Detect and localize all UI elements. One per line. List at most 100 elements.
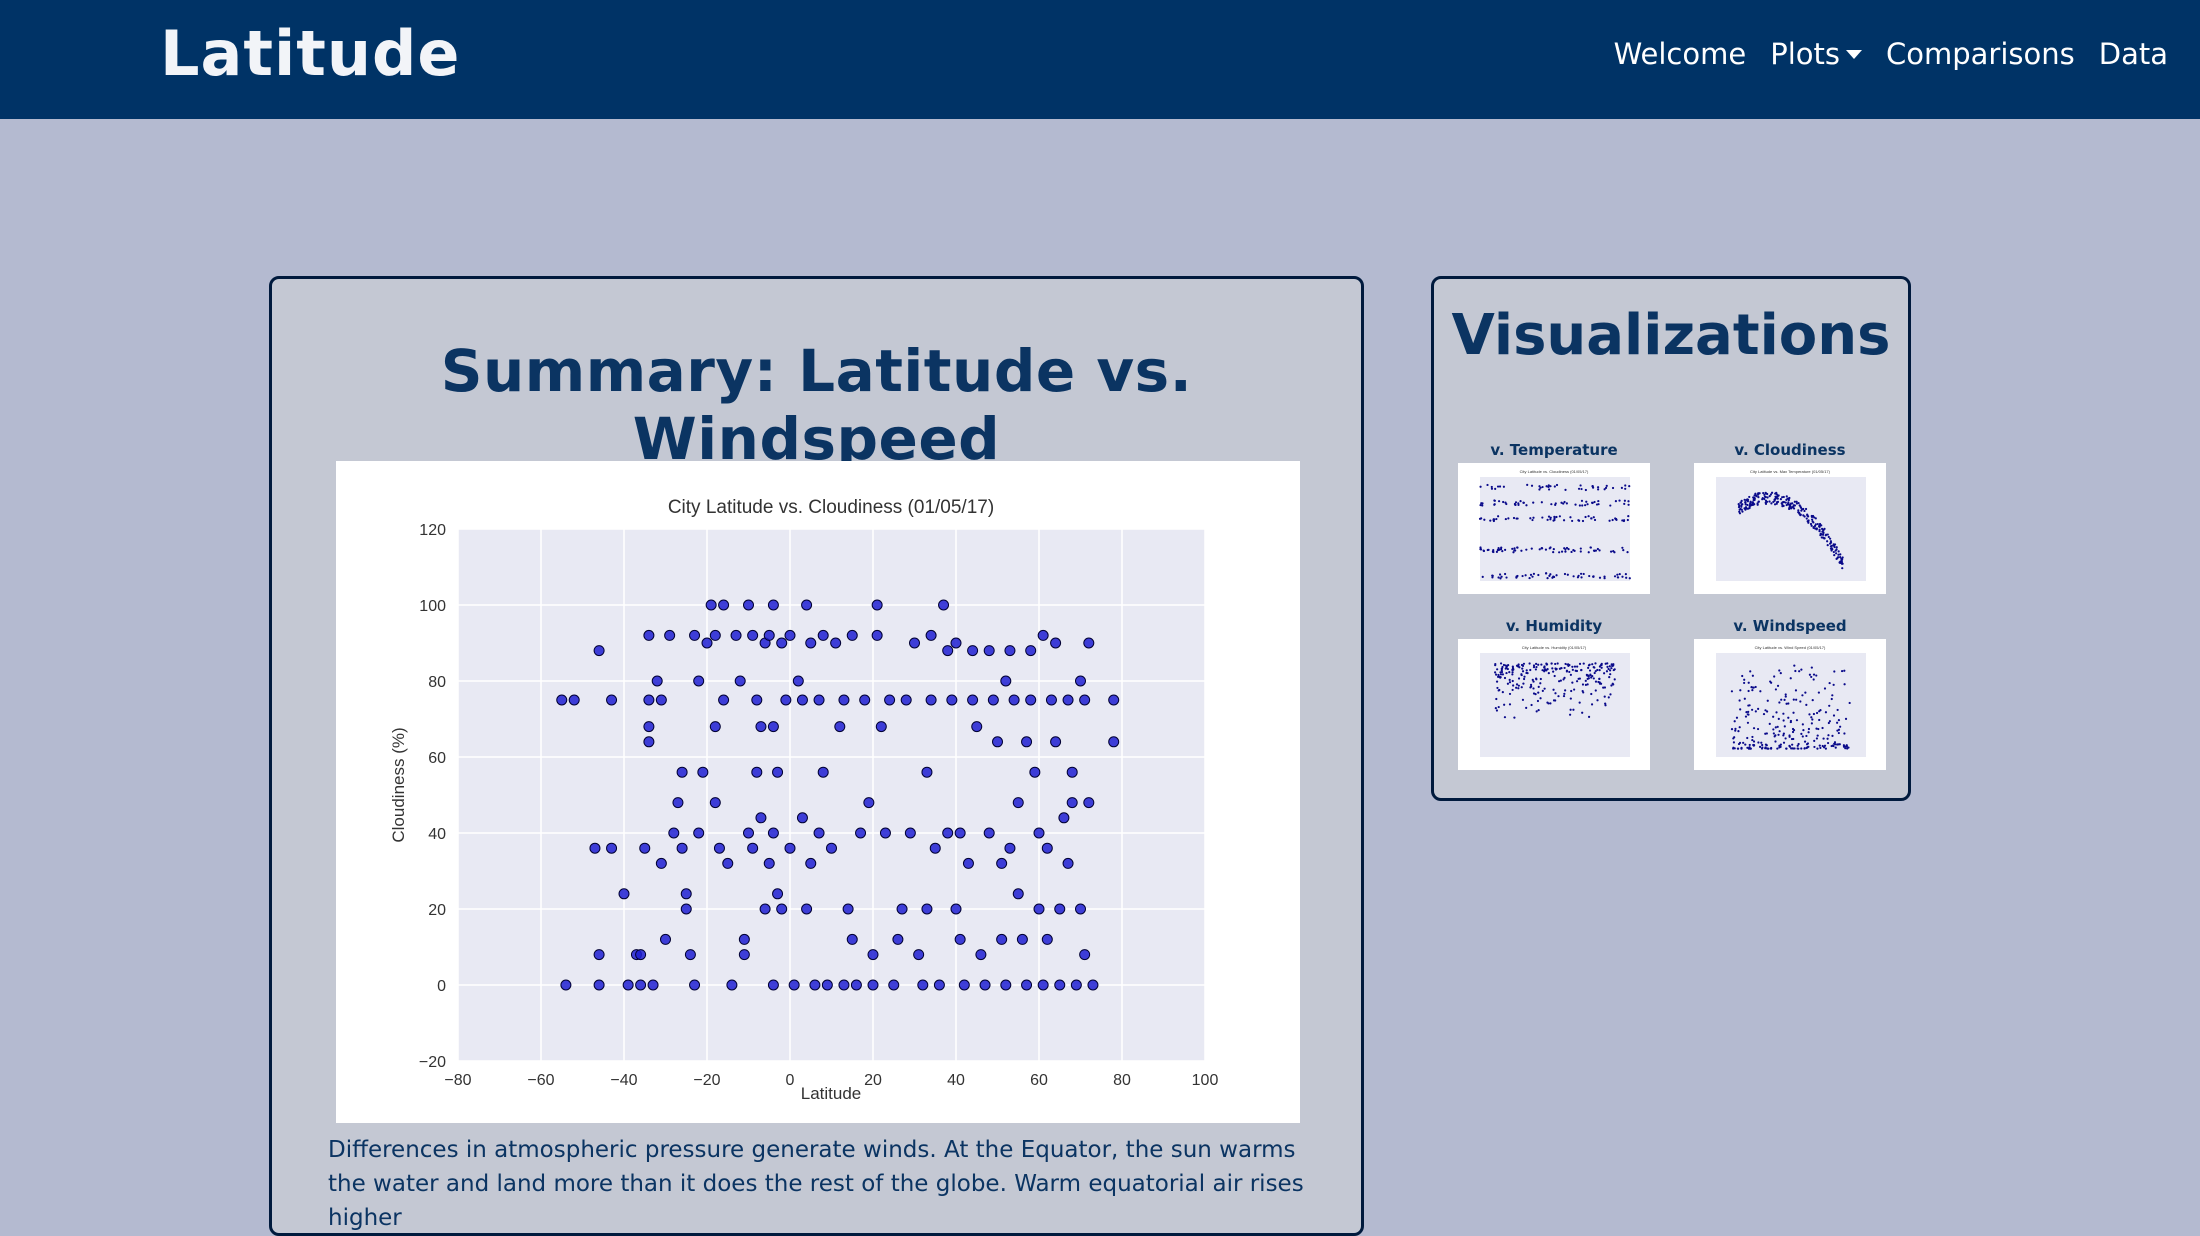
thumb-point — [1730, 690, 1734, 693]
thumb-point — [1503, 676, 1507, 680]
thumb-point — [1744, 743, 1747, 746]
thumb-point — [1792, 737, 1795, 741]
thumb-point — [1621, 546, 1624, 549]
nav-plots-dropdown[interactable]: Plots — [1758, 30, 1874, 78]
thumb-point — [1732, 741, 1736, 744]
thumb-point — [1532, 501, 1535, 504]
thumb-point — [1564, 488, 1567, 491]
thumb-point — [1626, 550, 1629, 554]
thumb-point — [1578, 504, 1581, 507]
data-point — [921, 903, 933, 915]
thumb-point — [1541, 485, 1544, 489]
data-point — [1083, 797, 1095, 809]
data-point — [817, 629, 829, 641]
thumb-point — [1504, 664, 1507, 667]
thumb-point — [1827, 535, 1830, 539]
thumb-point — [1486, 483, 1489, 487]
thumb-point — [1750, 686, 1753, 689]
thumb-point — [1791, 730, 1795, 734]
thumb-point — [1815, 674, 1818, 677]
thumb-point — [1744, 508, 1747, 511]
thumb-point — [1800, 747, 1803, 750]
data-point — [792, 675, 804, 687]
thumb-windspeed[interactable]: v. Windspeed City Latitude vs. Wind Spee… — [1694, 613, 1886, 770]
thumb-point — [1831, 734, 1834, 737]
thumb-point — [1584, 515, 1587, 519]
thumb-point — [1552, 551, 1555, 554]
thumb-point — [1819, 532, 1822, 535]
thumb-point — [1751, 674, 1754, 677]
thumb-point — [1522, 677, 1526, 681]
thumb-cloudiness[interactable]: v. Cloudiness City Latitude vs. Max Temp… — [1694, 437, 1886, 594]
data-point — [1008, 694, 1020, 706]
thumb-point — [1546, 518, 1549, 521]
thumb-point — [1754, 710, 1757, 713]
data-point — [1029, 766, 1041, 778]
thumb-point — [1543, 687, 1546, 690]
data-point — [1012, 888, 1024, 900]
nav-comparisons[interactable]: Comparisons — [1886, 37, 2075, 71]
data-point — [1037, 629, 1049, 641]
data-point — [913, 949, 925, 961]
thumb-point — [1818, 744, 1821, 747]
thumb-point — [1499, 673, 1503, 676]
thumb-point — [1581, 683, 1585, 686]
thumb-point — [1514, 549, 1517, 552]
thumb-point — [1537, 663, 1540, 666]
thumb-point — [1496, 668, 1499, 671]
thumb-point — [1497, 500, 1501, 503]
data-point — [821, 979, 833, 991]
data-point — [747, 629, 759, 641]
thumb-point — [1745, 711, 1748, 714]
thumb-point — [1517, 503, 1520, 506]
thumb-point — [1805, 703, 1808, 706]
thumb-point — [1815, 737, 1819, 740]
thumb-point — [1592, 575, 1595, 578]
data-point — [1075, 903, 1086, 915]
nav-welcome[interactable]: Welcome — [1613, 37, 1747, 71]
nav-data[interactable]: Data — [2098, 37, 2168, 71]
thumb-point — [1532, 687, 1535, 690]
y-tick-label: 0 — [437, 978, 446, 995]
thumb-point — [1571, 681, 1574, 684]
thumb-point — [1563, 500, 1566, 504]
thumb-point — [1813, 524, 1817, 527]
data-point — [1054, 979, 1066, 991]
thumb-point — [1481, 502, 1484, 505]
thumb-point — [1501, 690, 1504, 694]
thumb-point — [1788, 504, 1791, 507]
thumb-point — [1550, 503, 1553, 506]
thumb-humidity[interactable]: v. Humidity City Latitude vs. Humidity (… — [1458, 613, 1650, 770]
thumb-point — [1537, 685, 1540, 689]
thumb-point — [1823, 527, 1826, 530]
thumb-point — [1511, 673, 1514, 676]
thumb-point — [1495, 550, 1499, 553]
data-point — [643, 736, 655, 748]
thumb-point — [1773, 503, 1777, 506]
thumb-point — [1529, 573, 1533, 576]
thumb-point — [1822, 737, 1825, 740]
thumb-point — [1810, 514, 1813, 518]
thumb-point — [1550, 662, 1553, 665]
thumb-point — [1575, 680, 1579, 683]
thumb-point — [1774, 734, 1777, 737]
thumb-point — [1577, 487, 1581, 490]
thumb-point — [1808, 713, 1811, 716]
thumb-point — [1574, 503, 1577, 506]
data-point — [801, 599, 813, 611]
thumb-point — [1599, 663, 1603, 667]
thumb-point — [1776, 747, 1779, 750]
thumb-temperature[interactable]: v. Temperature City Latitude vs. Cloudin… — [1458, 437, 1650, 594]
thumb-point — [1559, 679, 1562, 682]
thumb-point — [1734, 729, 1737, 732]
thumb-point — [1827, 721, 1830, 725]
data-point — [593, 949, 605, 961]
data-point — [788, 979, 800, 991]
thumb-point — [1556, 662, 1559, 665]
data-point — [946, 694, 958, 706]
data-point — [971, 721, 983, 733]
brand-logo[interactable]: Latitude — [160, 17, 461, 90]
data-point — [1033, 827, 1045, 839]
data-point — [917, 979, 929, 991]
thumb-point — [1764, 491, 1767, 494]
